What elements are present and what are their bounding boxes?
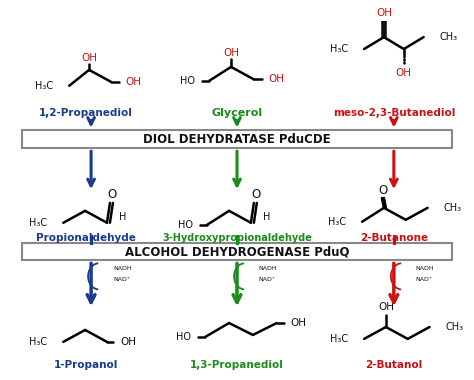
FancyBboxPatch shape [22,130,452,148]
Text: 1,3-Propanediol: 1,3-Propanediol [190,360,284,370]
Text: NAD⁺: NAD⁺ [259,277,276,282]
Text: NADH: NADH [113,266,132,271]
Text: OH: OH [291,318,307,328]
Text: 2-Butanone: 2-Butanone [360,233,428,243]
Text: OH: OH [376,8,392,18]
Text: OH: OH [378,302,394,312]
Text: 2-Butanol: 2-Butanol [365,360,422,370]
Text: meso-2,3-Butanediol: meso-2,3-Butanediol [333,108,455,117]
Text: HO: HO [178,220,193,230]
Text: OH: OH [81,53,97,63]
Text: NADH: NADH [416,266,434,271]
Text: OH: OH [269,74,285,84]
Text: O: O [107,188,117,201]
Text: OH: OH [126,77,142,87]
Text: H₃C: H₃C [29,218,47,228]
Text: ALCOHOL DEHYDROGENASE PduQ: ALCOHOL DEHYDROGENASE PduQ [125,245,349,258]
Text: Glycerol: Glycerol [211,108,263,117]
Text: H₃C: H₃C [330,334,348,344]
FancyBboxPatch shape [22,242,452,260]
Text: 3-Hydroxypropionaldehyde: 3-Hydroxypropionaldehyde [162,233,312,243]
Text: DIOL DEHYDRATASE PduCDE: DIOL DEHYDRATASE PduCDE [143,133,331,146]
Text: O: O [251,188,261,201]
Text: HO: HO [176,332,191,342]
Text: Propionaldehyde: Propionaldehyde [36,233,136,243]
Text: OH: OH [121,337,137,347]
Text: OH: OH [396,68,412,78]
Text: NADH: NADH [259,266,277,271]
Text: H₃C: H₃C [328,217,346,227]
Text: H₃C: H₃C [330,44,348,54]
Text: CH₃: CH₃ [446,322,464,332]
Text: H: H [263,212,271,222]
Text: H₃C: H₃C [35,81,54,91]
Text: 1,2-Propanediol: 1,2-Propanediol [39,108,133,117]
Text: CH₃: CH₃ [444,203,462,213]
Text: O: O [378,184,388,196]
Text: HO: HO [180,76,195,86]
Text: 1-Propanol: 1-Propanol [54,360,118,370]
Text: NAD⁺: NAD⁺ [113,277,130,282]
Text: NAD⁺: NAD⁺ [416,277,433,282]
Text: H: H [119,212,127,222]
Text: CH₃: CH₃ [439,32,457,42]
Text: H₃C: H₃C [29,337,47,347]
Text: OH: OH [223,48,239,58]
